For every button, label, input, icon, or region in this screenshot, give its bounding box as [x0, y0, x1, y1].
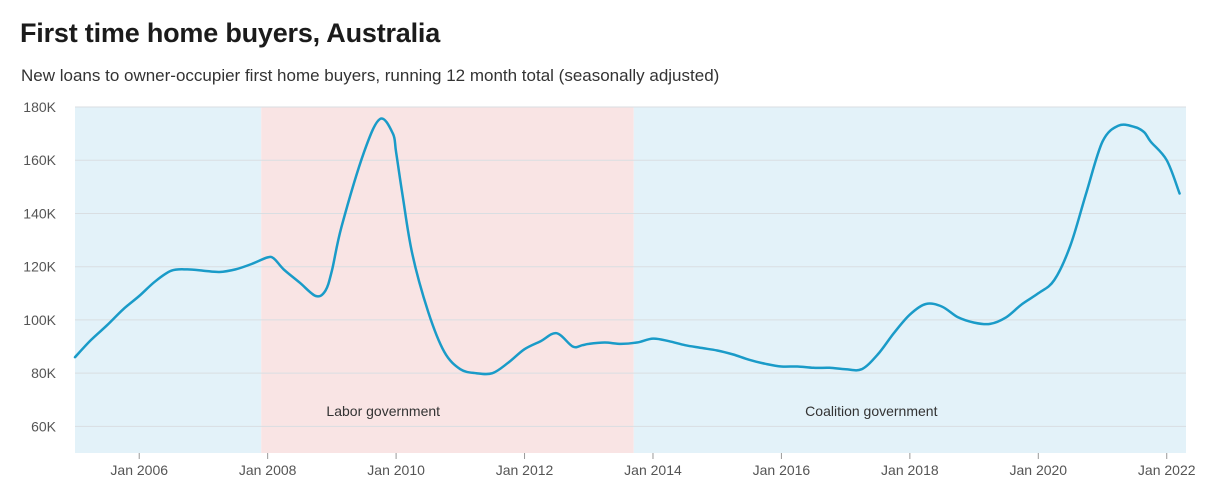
government-regions	[75, 107, 1186, 453]
region-label-labor: Labor government	[326, 403, 440, 419]
region-coalition-2005	[75, 107, 262, 453]
y-axis-ticks: 60K 80K 100K 120K 140K 160K 180K	[23, 99, 56, 434]
x-tick-label: Jan 2020	[1009, 462, 1067, 478]
y-tick-label: 140K	[23, 205, 56, 221]
x-tick-label: Jan 2006	[110, 462, 168, 478]
x-tick-label: Jan 2014	[624, 462, 682, 478]
region-labor	[261, 107, 634, 453]
region-label-coalition-2013: Coalition government	[805, 403, 937, 419]
y-tick-label: 80K	[31, 365, 57, 381]
series-group	[73, 117, 1181, 376]
x-tick-label: Jan 2010	[367, 462, 425, 478]
chart-title: First time home buyers, Australia	[20, 18, 441, 48]
region-labels: Labor government Coalition government	[326, 403, 937, 419]
region-coalition-2013	[633, 107, 1186, 453]
chart-subtitle: New loans to owner-occupier first home b…	[21, 66, 720, 85]
x-tick-label: Jan 2016	[753, 462, 811, 478]
y-tick-label: 100K	[23, 312, 56, 328]
y-tick-label: 160K	[23, 152, 56, 168]
gridlines	[75, 106, 1186, 427]
x-tick-label: Jan 2018	[881, 462, 939, 478]
y-tick-label: 60K	[31, 418, 57, 434]
x-tick-label: Jan 2022	[1138, 462, 1196, 478]
x-tick-label: Jan 2012	[496, 462, 554, 478]
y-tick-label: 120K	[23, 259, 56, 275]
x-tick-label: Jan 2008	[239, 462, 297, 478]
y-tick-label: 180K	[23, 99, 56, 115]
series-line	[73, 117, 1181, 376]
x-axis-ticks: Jan 2006 Jan 2008 Jan 2010 Jan 2012 Jan 2014…	[110, 453, 1196, 478]
